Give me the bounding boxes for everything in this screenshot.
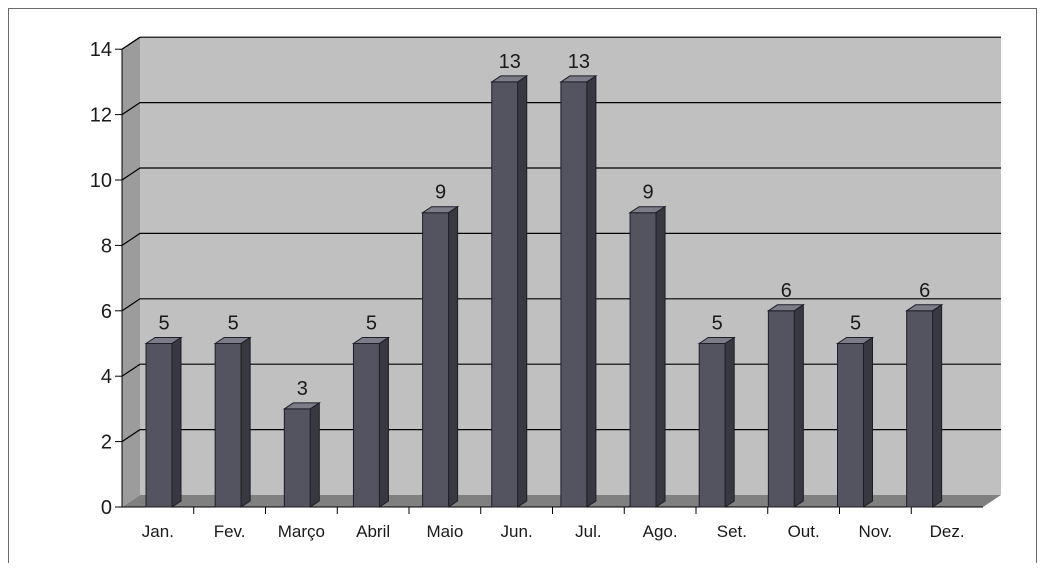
data-label: 6 xyxy=(781,280,792,302)
y-tick-label: 10 xyxy=(90,170,112,192)
data-label: 9 xyxy=(642,182,653,204)
data-label: 9 xyxy=(435,182,446,204)
x-tick-label: Set. xyxy=(717,522,747,541)
y-tick-label: 14 xyxy=(90,39,112,61)
x-tick-label: Ago. xyxy=(643,522,678,541)
bar xyxy=(492,82,518,507)
data-label: 13 xyxy=(568,51,590,73)
y-tick-label: 2 xyxy=(101,432,112,454)
bar xyxy=(561,82,587,507)
bar-side xyxy=(518,76,527,507)
data-label: 5 xyxy=(158,313,169,335)
bar-side xyxy=(172,338,181,508)
bar-side xyxy=(587,76,596,507)
bar xyxy=(838,344,864,508)
x-tick-label: Jan. xyxy=(142,522,174,541)
bar xyxy=(768,311,794,507)
y-tick-label: 6 xyxy=(101,301,112,323)
data-label: 6 xyxy=(919,280,930,302)
bar xyxy=(215,344,241,508)
bar-side xyxy=(794,305,803,507)
bar xyxy=(699,344,725,508)
bar-side xyxy=(864,338,873,508)
data-label: 5 xyxy=(228,313,239,335)
x-tick-label: Jun. xyxy=(501,522,533,541)
data-label: 5 xyxy=(712,313,723,335)
data-label: 13 xyxy=(499,51,521,73)
bar-side xyxy=(310,403,319,507)
y-tick-label: 4 xyxy=(101,366,112,388)
x-tick-label: Abril xyxy=(356,522,390,541)
bar xyxy=(907,311,933,507)
side-wall xyxy=(122,37,140,507)
bar-side xyxy=(449,207,458,507)
bar-side xyxy=(241,338,250,508)
data-label: 3 xyxy=(297,378,308,400)
x-tick-label: Jul. xyxy=(575,522,601,541)
data-label: 5 xyxy=(850,313,861,335)
y-tick-label: 8 xyxy=(101,235,112,257)
x-tick-label: Nov. xyxy=(859,522,893,541)
bar-side xyxy=(933,305,942,507)
x-tick-label: Maio xyxy=(426,522,463,541)
bar xyxy=(353,344,379,508)
bar xyxy=(284,409,310,507)
bar-side xyxy=(379,338,388,508)
data-label: 5 xyxy=(366,313,377,335)
y-tick-label: 12 xyxy=(90,105,112,127)
bar-side xyxy=(656,207,665,507)
bar xyxy=(423,213,449,507)
bar xyxy=(630,213,656,507)
x-tick-label: Out. xyxy=(788,522,820,541)
x-tick-label: Fev. xyxy=(214,522,246,541)
y-tick-label: 0 xyxy=(101,497,112,519)
x-tick-label: Dez. xyxy=(930,522,965,541)
x-tick-label: Março xyxy=(278,522,325,541)
bar xyxy=(146,344,172,508)
bar-side xyxy=(725,338,734,508)
